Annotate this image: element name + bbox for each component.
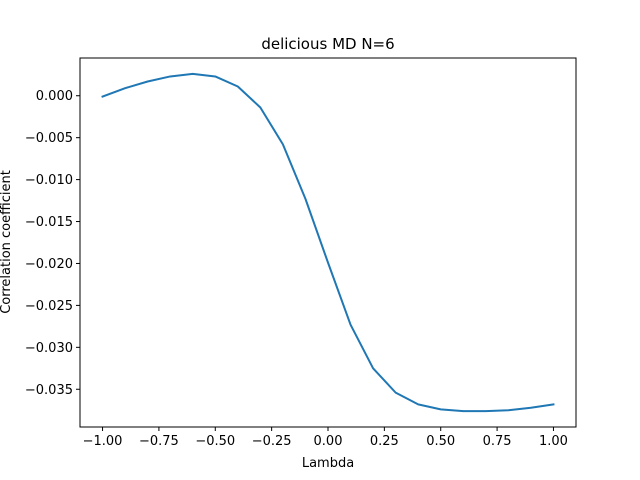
series-line-1 [101,72,555,413]
y-tick-label: −0.020 [25,257,73,272]
y-axis-label: Correlation coefficient [0,170,14,314]
x-tick-label: −0.25 [252,434,292,449]
axes-frame [79,57,577,428]
x-tick-label: 0.50 [426,434,455,449]
y-tick-label: −0.035 [25,383,73,398]
plot-area [79,57,577,428]
y-tick-label: −0.025 [25,299,73,314]
y-tick-label: −0.030 [25,341,73,356]
y-tick-label: −0.010 [25,173,73,188]
x-tick-label: 1.00 [539,434,568,449]
x-axis-label: Lambda [302,456,354,471]
x-tick-label: 0.75 [483,434,512,449]
y-tick-label: −0.015 [25,215,73,230]
x-tick-label: −0.50 [195,434,235,449]
chart-title: delicious MD N=6 [261,35,394,53]
y-tick-label: 0.000 [36,89,73,104]
y-tick-label: −0.005 [25,131,73,146]
x-tick-label: 0.25 [370,434,399,449]
x-tick-label: −1.00 [83,434,123,449]
y-axis-ticks: 0.000 −0.005 −0.010 −0.015 −0.020 −0.025 −0.03… [25,89,80,398]
x-tick-label: 0.00 [314,434,343,449]
x-axis-ticks: −1.00 −0.75 −0.50 −0.25 0.00 0.25 0.50 0.75 1.00 [83,427,568,449]
x-tick-label: −0.75 [139,434,179,449]
